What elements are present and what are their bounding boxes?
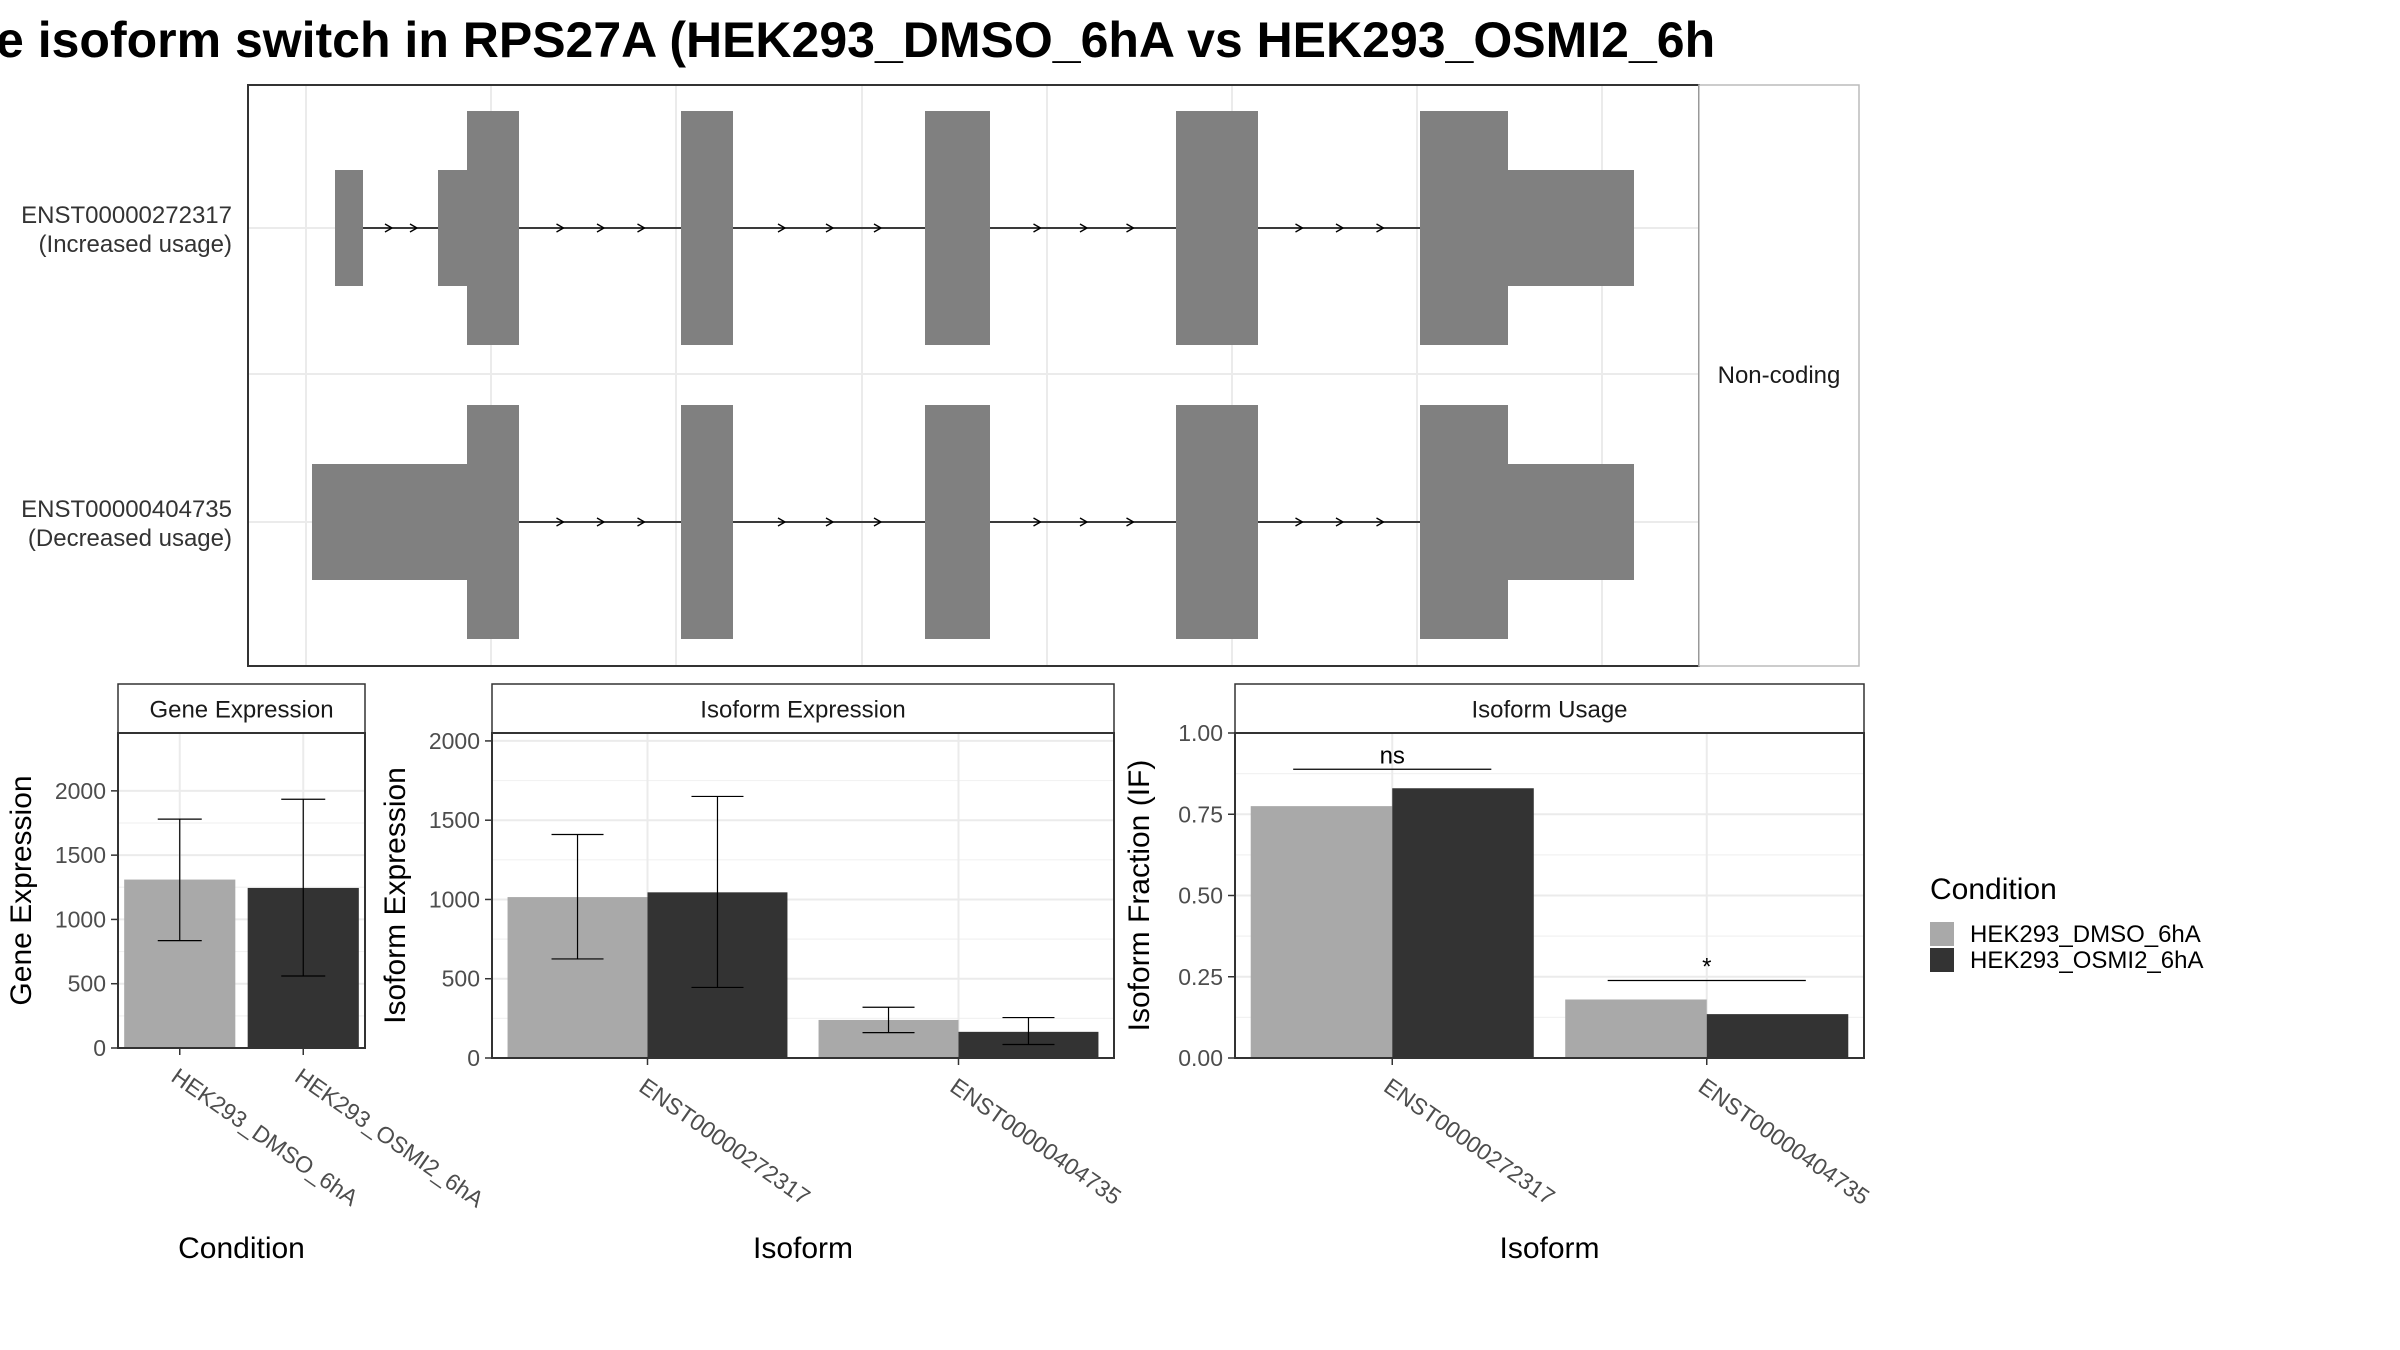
intron-arrow xyxy=(596,517,606,527)
gene-expression-title-strip xyxy=(117,683,366,734)
intron-arrow xyxy=(1079,517,1089,527)
isoform-usage-label: (Increased usage) xyxy=(39,231,232,258)
isoform-usage-bar xyxy=(1565,999,1707,1058)
isoform-usage-label: (Decreased usage) xyxy=(28,525,232,552)
intron-arrow xyxy=(1126,223,1135,233)
isoform-usage-x-tick-label: ENST00000272317 xyxy=(1379,1073,1559,1210)
isoform-expression-x-tick-label: ENST00000404735 xyxy=(946,1073,1126,1210)
intron-arrow xyxy=(556,517,565,527)
isoform-expression-y-tick-label: 0 xyxy=(467,1045,480,1071)
exon-block xyxy=(925,405,990,639)
intron-arrow xyxy=(637,517,646,527)
gene-expression-plot-border xyxy=(117,732,366,1049)
isoform-usage-bar xyxy=(1250,806,1393,1058)
facet-strip-label: Non-coding xyxy=(1718,362,1841,389)
gene-expression-y-tick-label: 1000 xyxy=(55,906,106,932)
intron-arrow xyxy=(1079,223,1089,233)
isoform-usage-plot-border xyxy=(1234,732,1865,1059)
exon-block xyxy=(925,111,990,345)
gene-expression-y-axis-title: Gene Expression xyxy=(5,775,38,1005)
intron-arrow xyxy=(1295,223,1304,233)
gene-structure-panel: ENST00000272317(Increased usage) ENST0000… xyxy=(21,84,1860,667)
isoform-expression-y-tick-label: 1000 xyxy=(429,886,480,912)
intron-arrow xyxy=(1033,223,1042,233)
isoform-usage-x-axis-title: Isoform xyxy=(1499,1232,1599,1265)
isoform-expression-y-tick-label: 1500 xyxy=(429,807,480,833)
intron-arrow xyxy=(1376,517,1385,527)
exon-block xyxy=(312,464,467,580)
intron-arrow xyxy=(777,517,787,527)
exon-block xyxy=(335,170,363,286)
isoform-usage-bar xyxy=(1706,1014,1849,1058)
intron-arrow xyxy=(637,223,646,233)
gene-expression-y-tick-label: 1500 xyxy=(55,842,106,868)
intron-arrow xyxy=(873,517,883,527)
isoform-id-label: ENST00000272317 xyxy=(21,202,232,229)
exon-block xyxy=(681,111,733,345)
isoform-id-label: ENST00000404735 xyxy=(21,496,232,523)
isoform-usage-y-axis-title: Isoform Fraction (IF) xyxy=(1123,760,1156,1032)
isoform-usage-significance-label: * xyxy=(1702,954,1711,981)
intron-arrow xyxy=(596,223,606,233)
isoform-usage-x-tick-label: ENST00000404735 xyxy=(1694,1073,1874,1210)
isoform-usage-y-tick-label: 0.50 xyxy=(1178,883,1223,909)
intron-arrow xyxy=(825,517,835,527)
exon-block xyxy=(1420,405,1508,639)
gene-expression-x-axis-title: Condition xyxy=(178,1232,305,1265)
exon-block xyxy=(1508,464,1634,580)
isoform-expression-title-strip xyxy=(491,683,1115,734)
isoform-usage-y-tick-label: 0.25 xyxy=(1178,964,1223,990)
isoform-expression-title: Isoform Expression xyxy=(700,697,905,724)
intron-arrow xyxy=(873,223,883,233)
legend-title: Condition xyxy=(1930,873,2057,906)
intron-arrow xyxy=(1126,517,1135,527)
isoform-expression-x-axis-title: Isoform xyxy=(753,1232,853,1265)
isoform-usage-y-tick-label: 1.00 xyxy=(1178,720,1223,746)
exon-block xyxy=(1176,111,1258,345)
exon-block xyxy=(467,111,519,345)
intron-arrow xyxy=(777,223,787,233)
intron-arrow xyxy=(1335,223,1345,233)
intron-arrow xyxy=(1033,517,1042,527)
exon-block xyxy=(1420,111,1508,345)
exon-block xyxy=(438,170,467,286)
legend-entry-label: HEK293_DMSO_6hA xyxy=(1970,921,2201,948)
isoform-expression-y-axis-title: Isoform Expression xyxy=(379,767,412,1024)
exon-block xyxy=(1176,405,1258,639)
legend-swatch xyxy=(1930,922,1954,946)
isoform-usage-title: Isoform Usage xyxy=(1471,697,1627,724)
exon-block xyxy=(467,405,519,639)
isoform-usage-y-tick-label: 0.00 xyxy=(1178,1045,1223,1071)
intron-arrow xyxy=(1295,517,1304,527)
facet-strip xyxy=(1698,84,1860,667)
exon-block xyxy=(1508,170,1634,286)
gene-expression-title: Gene Expression xyxy=(149,697,333,724)
exon-block xyxy=(681,405,733,639)
gene-expression-y-tick-label: 0 xyxy=(93,1035,106,1061)
intron-arrow xyxy=(1376,223,1385,233)
isoform-expression-x-tick-label: ENST00000272317 xyxy=(635,1073,815,1210)
intron-arrow xyxy=(1335,517,1345,527)
isoform-usage-panel: Isoform Usage 0.00 0.25 0.50 0.75 1.00 ns * ENST… xyxy=(1123,683,1874,1265)
intron-arrow xyxy=(825,223,835,233)
isoform-expression-panel: Isoform Expression 0 500 1000 1500 2000 ENST00… xyxy=(379,683,1126,1265)
legend-entry-label: HEK293_OSMI2_6hA xyxy=(1970,947,2203,974)
legend-swatch xyxy=(1930,948,1954,972)
intron-arrow xyxy=(556,223,565,233)
isoform-expression-y-tick-label: 500 xyxy=(442,966,480,992)
isoform-usage-significance-label: ns xyxy=(1380,742,1405,769)
isoform-usage-bar xyxy=(1392,788,1534,1058)
gene-expression-panel: Gene Expression0500100015002000HEK293_DM… xyxy=(5,683,489,1265)
figure-title: e isoform switch in RPS27A (HEK293_DMSO_… xyxy=(0,12,1715,68)
gene-expression-y-tick-label: 500 xyxy=(68,971,106,997)
intron-arrow xyxy=(409,223,419,233)
isoform-expression-plot-border xyxy=(491,732,1115,1059)
intron-arrow xyxy=(384,223,394,233)
gene-expression-y-tick-label: 2000 xyxy=(55,778,106,804)
isoform-expression-y-tick-label: 2000 xyxy=(429,728,480,754)
isoform-usage-y-tick-label: 0.75 xyxy=(1178,801,1223,827)
